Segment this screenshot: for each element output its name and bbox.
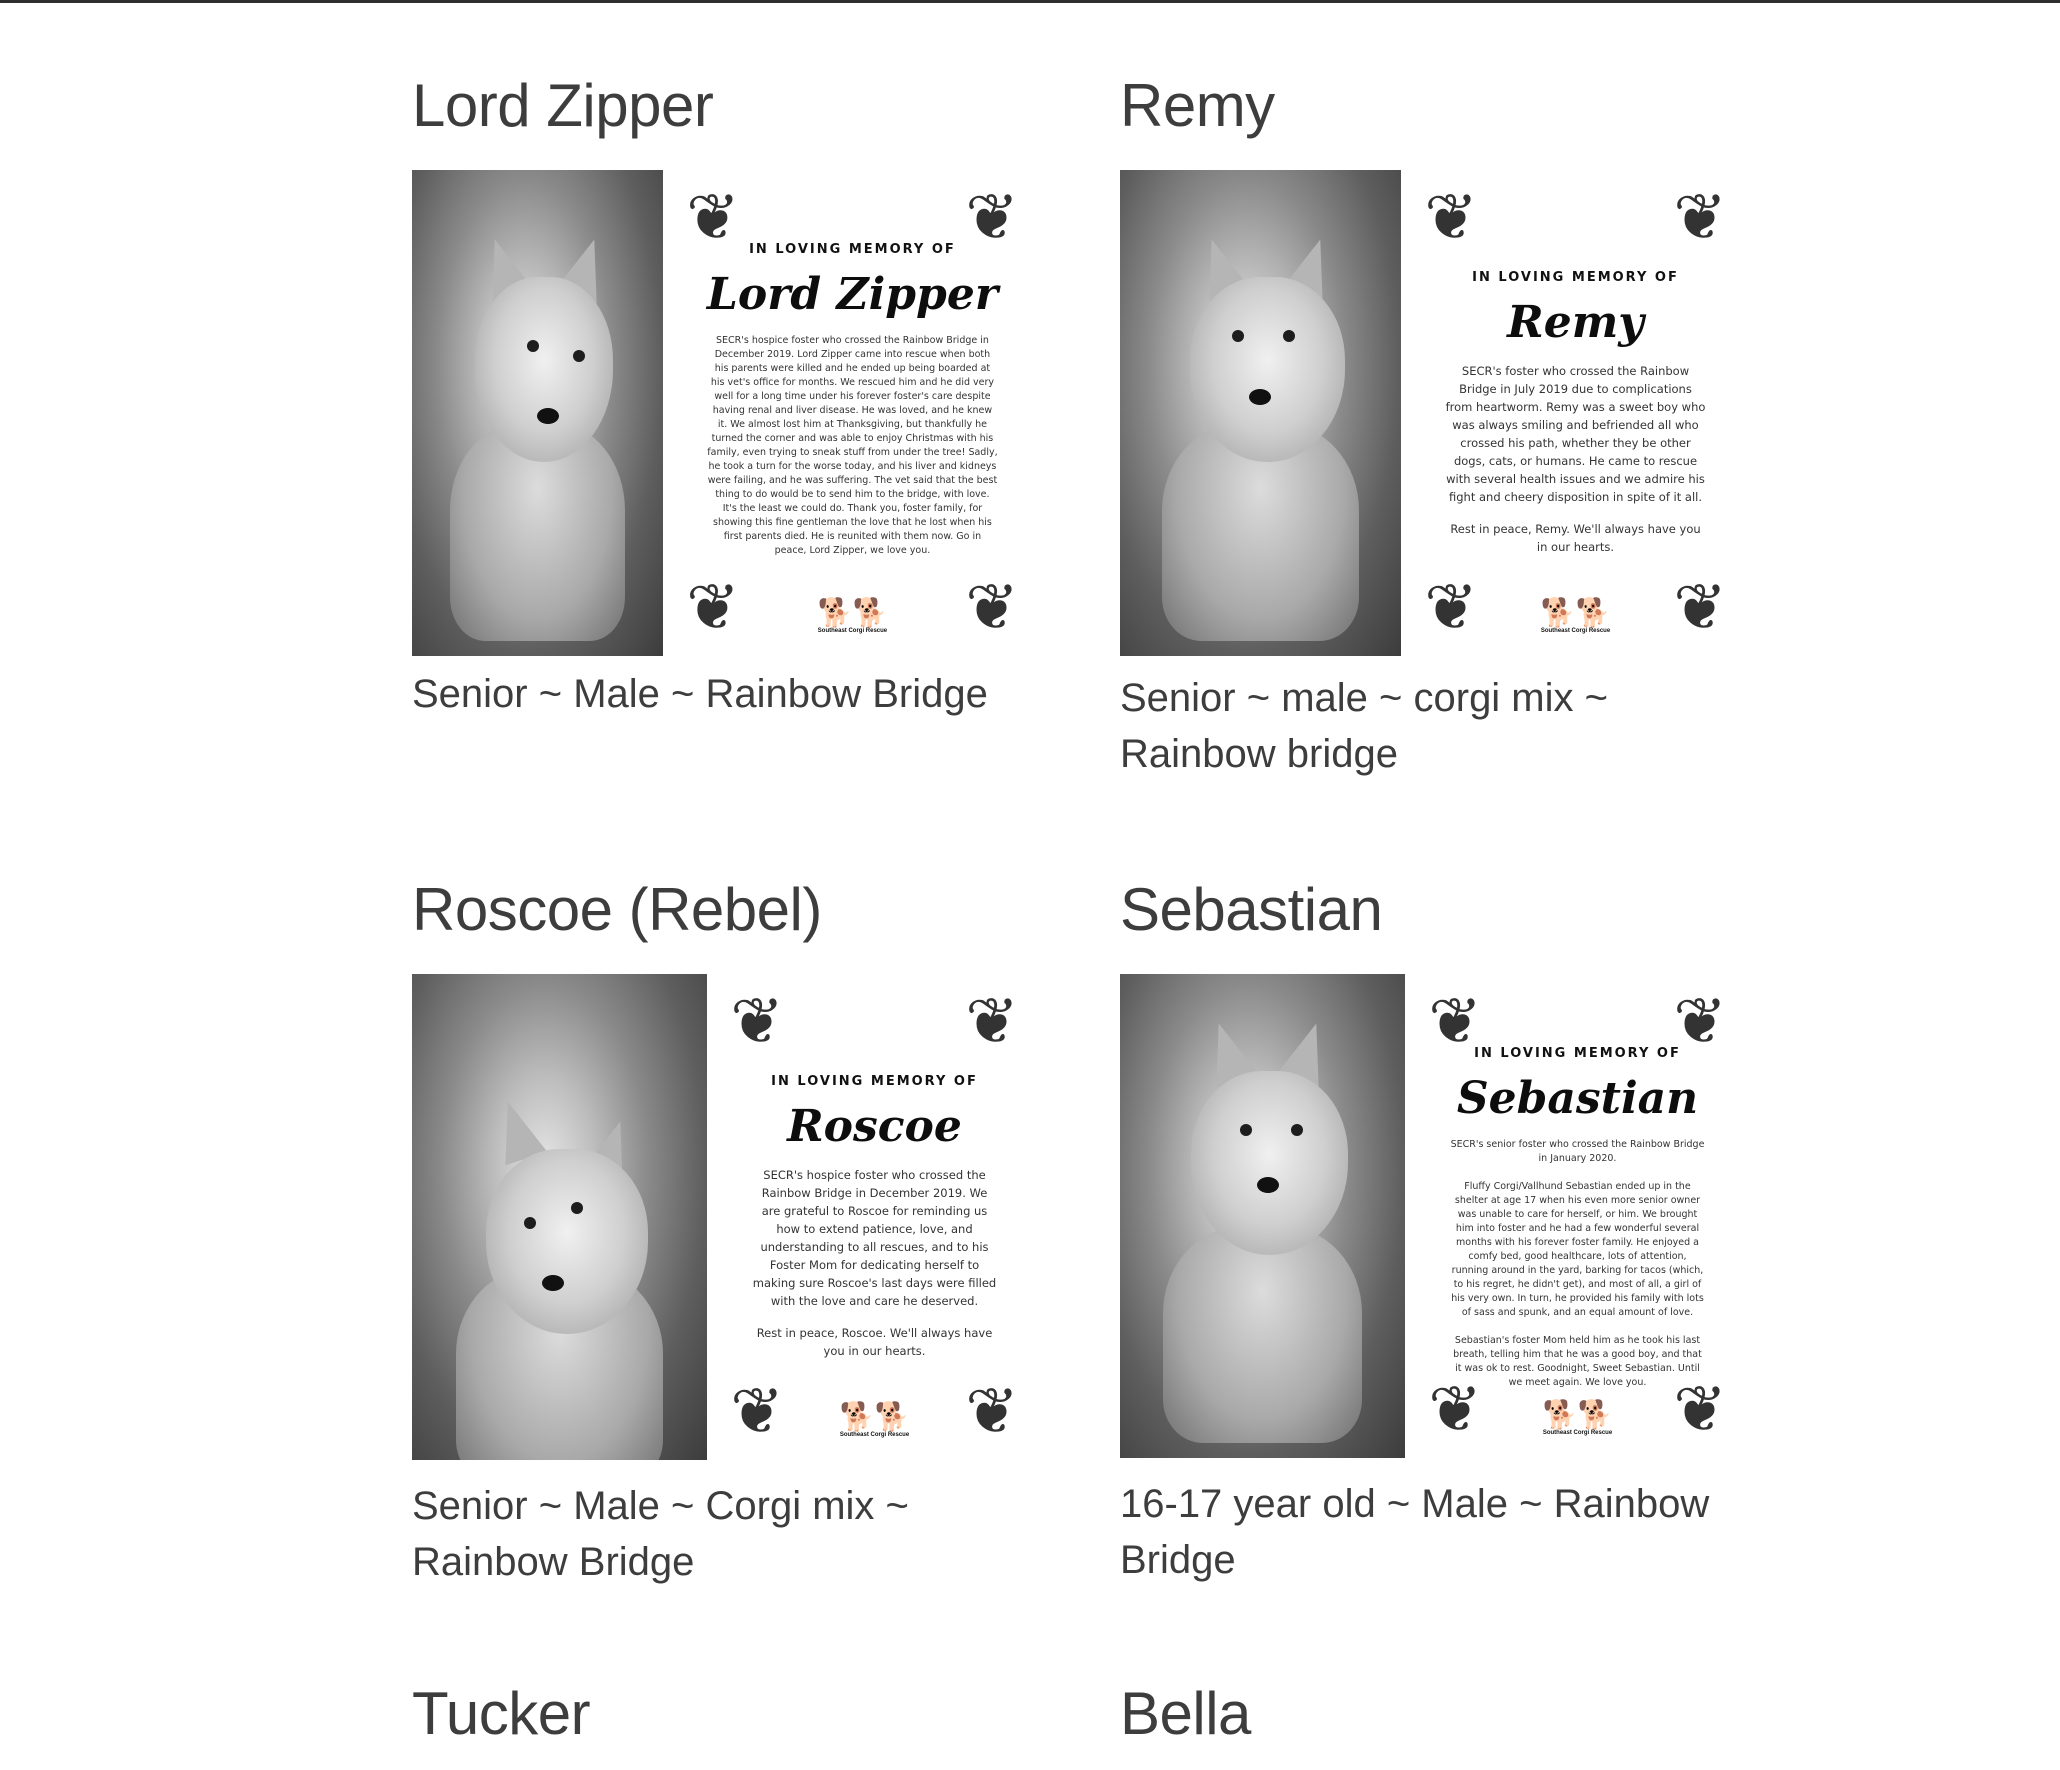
memorial-card: ❦ ❦ ❦ ❦ IN LOVING MEMORY OF Remy SECR's … [1401, 170, 1750, 656]
org-name: Southeast Corgi Rescue [817, 628, 888, 634]
memorial-text-closing: Rest in peace, Remy. We'll always have y… [1450, 522, 1701, 554]
dog-photo [412, 974, 707, 1460]
ornament-icon: ❦ [686, 571, 740, 645]
dog-photo [412, 170, 663, 656]
pet-name[interactable]: Lord Zipper [412, 72, 714, 139]
memorial-text: SECR's hospice foster who crossed the Ra… [707, 335, 998, 556]
pet-caption: Senior ~ Male ~ Rainbow Bridge [412, 672, 988, 716]
rescue-logo: 🐕🐕 Southeast Corgi Rescue [817, 597, 888, 635]
ornament-icon: ❦ [1424, 571, 1478, 645]
dog-photo [1120, 170, 1401, 656]
ornament-icon: ❦ [1673, 985, 1727, 1059]
ornament-icon: ❦ [1673, 1373, 1727, 1447]
ornament-icon: ❦ [965, 985, 1019, 1059]
memorial-text-story: Fluffy Corgi/Vallhund Sebastian ended up… [1451, 1181, 1704, 1318]
memorial-card: ❦ ❦ ❦ ❦ IN LOVING MEMORY OF Roscoe SECR'… [707, 974, 1042, 1460]
ornament-icon: ❦ [1428, 1373, 1482, 1447]
rescue-logo: 🐕🐕 Southeast Corgi Rescue [1542, 1399, 1613, 1437]
memorial-card: ❦ ❦ ❦ ❦ IN LOVING MEMORY OF Sebastian SE… [1405, 974, 1750, 1458]
memorial-text: SECR's foster who crossed the Rainbow Br… [1445, 364, 1706, 504]
pet-name[interactable]: Roscoe (Rebel) [412, 876, 822, 943]
pet-name[interactable]: Sebastian [1120, 876, 1383, 943]
pet-card-remy: Remy ❦ ❦ ❦ ❦ IN LOVING MEMORY OF Remy SE… [1120, 70, 1760, 776]
memorial-name: Sebastian [1456, 1073, 1699, 1124]
memorial-name: Roscoe [787, 1101, 962, 1152]
pet-card-tucker: Tucker [412, 1678, 1052, 1750]
memorial-image[interactable]: ❦ ❦ ❦ ❦ IN LOVING MEMORY OF Lord Zipper … [412, 170, 1042, 656]
memorial-kicker: IN LOVING MEMORY OF [1474, 1046, 1681, 1061]
memorial-kicker: IN LOVING MEMORY OF [1472, 270, 1679, 285]
pet-card-bella: Bella [1120, 1678, 1760, 1750]
pet-name[interactable]: Tucker [412, 1680, 591, 1747]
memorial-text: SECR's senior foster who crossed the Rai… [1450, 1139, 1705, 1164]
memorial-image[interactable]: ❦ ❦ ❦ ❦ IN LOVING MEMORY OF Sebastian SE… [1120, 974, 1750, 1458]
memorial-text-closing: Sebastian's foster Mom held him as he to… [1453, 1335, 1702, 1388]
ornament-icon: ❦ [730, 1375, 784, 1449]
ornament-icon: ❦ [965, 571, 1019, 645]
pet-caption: Senior ~ Male ~ Corgi mix ~ Rainbow Brid… [412, 1484, 909, 1584]
pet-card-sebastian: Sebastian ❦ ❦ ❦ ❦ IN LOVING MEMORY OF Se… [1120, 874, 1760, 1582]
ornament-icon: ❦ [1673, 181, 1727, 255]
pet-name[interactable]: Remy [1120, 72, 1275, 139]
memorial-image[interactable]: ❦ ❦ ❦ ❦ IN LOVING MEMORY OF Roscoe SECR'… [412, 974, 1042, 1460]
rescue-logo: 🐕🐕 Southeast Corgi Rescue [839, 1401, 910, 1439]
ornament-icon: ❦ [686, 181, 740, 255]
memorial-text: SECR's hospice foster who crossed the Ra… [752, 1168, 997, 1308]
ornament-icon: ❦ [1673, 571, 1727, 645]
memorial-name: Remy [1507, 297, 1644, 348]
memorial-kicker: IN LOVING MEMORY OF [749, 242, 956, 257]
memorial-card: ❦ ❦ ❦ ❦ IN LOVING MEMORY OF Lord Zipper … [662, 170, 1042, 656]
memorial-text-closing: Rest in peace, Roscoe. We'll always have… [756, 1326, 993, 1358]
org-name: Southeast Corgi Rescue [839, 1432, 910, 1438]
pet-name[interactable]: Bella [1120, 1680, 1251, 1747]
org-name: Southeast Corgi Rescue [1542, 1430, 1613, 1436]
memorial-image[interactable]: ❦ ❦ ❦ ❦ IN LOVING MEMORY OF Remy SECR's … [1120, 170, 1750, 656]
corgi-logo-icon: 🐕🐕 [817, 597, 888, 628]
ornament-icon: ❦ [965, 1375, 1019, 1449]
memorial-kicker: IN LOVING MEMORY OF [771, 1074, 978, 1089]
ornament-icon: ❦ [1424, 181, 1478, 255]
corgi-logo-icon: 🐕🐕 [1542, 1399, 1613, 1430]
ornament-icon: ❦ [965, 181, 1019, 255]
ornament-icon: ❦ [1428, 985, 1482, 1059]
pet-card-roscoe: Roscoe (Rebel) ❦ ❦ ❦ ❦ IN LOVING MEMORY … [412, 874, 1052, 1584]
top-border [0, 0, 2060, 3]
memorial-name: Lord Zipper [706, 269, 998, 320]
corgi-logo-icon: 🐕🐕 [1540, 597, 1611, 628]
corgi-logo-icon: 🐕🐕 [839, 1401, 910, 1432]
pet-caption: 16-17 year old ~ Male ~ Rainbow Bridge [1120, 1482, 1710, 1582]
pet-caption: Senior ~ male ~ corgi mix ~ Rainbow brid… [1120, 676, 1608, 776]
rescue-logo: 🐕🐕 Southeast Corgi Rescue [1540, 597, 1611, 635]
dog-photo [1120, 974, 1405, 1458]
ornament-icon: ❦ [730, 985, 784, 1059]
org-name: Southeast Corgi Rescue [1540, 628, 1611, 634]
pet-card-lord-zipper: Lord Zipper ❦ ❦ ❦ ❦ IN LOVING MEMORY OF … [412, 70, 1052, 716]
